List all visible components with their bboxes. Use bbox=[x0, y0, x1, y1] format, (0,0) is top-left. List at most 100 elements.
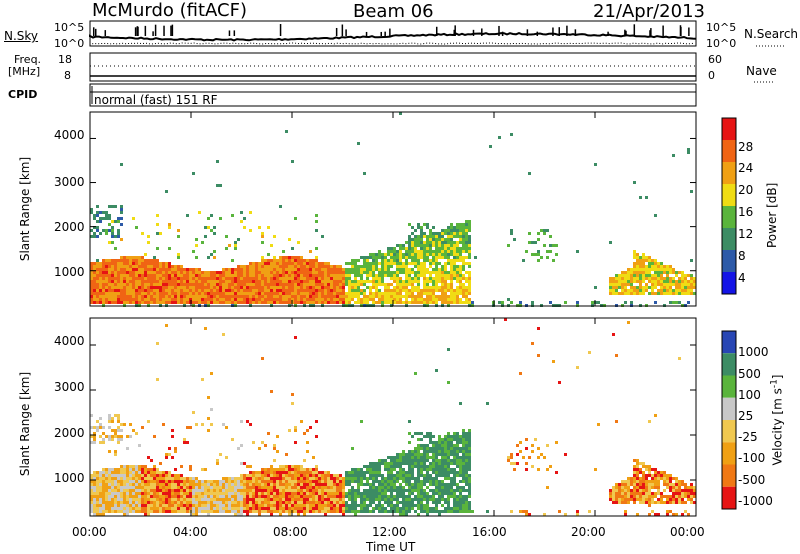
power-cell bbox=[249, 274, 252, 277]
velocity-cell bbox=[423, 456, 426, 459]
velocity-cell bbox=[633, 468, 636, 471]
power-cell bbox=[246, 286, 249, 289]
power-cell bbox=[204, 298, 207, 301]
velocity-cell bbox=[171, 483, 174, 486]
power-cell bbox=[357, 292, 360, 295]
velocity-cell bbox=[279, 489, 282, 492]
velocity-cell bbox=[93, 510, 96, 513]
power-cell bbox=[261, 256, 264, 259]
power-cell bbox=[240, 220, 243, 223]
power-cell bbox=[93, 283, 96, 286]
power-cell bbox=[330, 274, 333, 277]
velocity-cell bbox=[96, 498, 99, 501]
power-cell bbox=[225, 283, 228, 286]
velocity-cell bbox=[576, 510, 579, 513]
velocity-cell bbox=[624, 492, 627, 495]
velocity-cell bbox=[267, 495, 270, 498]
velocity-cell bbox=[426, 492, 429, 495]
power-cell bbox=[249, 292, 252, 295]
power-cell bbox=[198, 301, 201, 304]
power-cell bbox=[639, 280, 642, 283]
velocity-cell bbox=[426, 447, 429, 450]
power-cell bbox=[210, 289, 213, 292]
power-cell bbox=[288, 295, 291, 298]
velocity-cell bbox=[300, 486, 303, 489]
velocity-cell bbox=[426, 459, 429, 462]
velocity-cell bbox=[420, 456, 423, 459]
power-cell bbox=[384, 259, 387, 262]
power-cell bbox=[378, 280, 381, 283]
velocity-cell bbox=[264, 489, 267, 492]
velocity-cell bbox=[423, 507, 426, 510]
velocity-cell bbox=[420, 438, 423, 441]
power-cell bbox=[441, 229, 444, 232]
power-cell bbox=[423, 241, 426, 244]
power-cell bbox=[111, 286, 114, 289]
power-cb-8: 8 bbox=[738, 249, 746, 263]
power-cell bbox=[174, 286, 177, 289]
velocity-cell bbox=[216, 495, 219, 498]
velocity-cell bbox=[411, 453, 414, 456]
velocity-cell bbox=[423, 495, 426, 498]
power-cell bbox=[285, 256, 288, 259]
velocity-cell bbox=[339, 495, 342, 498]
power-cell bbox=[423, 292, 426, 295]
velocity-cell bbox=[180, 486, 183, 489]
velocity-cell bbox=[402, 477, 405, 480]
velocity-cell bbox=[642, 462, 645, 465]
velocity-cell bbox=[432, 489, 435, 492]
power-cell bbox=[429, 238, 432, 241]
velocity-cell bbox=[462, 429, 465, 432]
power-cell bbox=[195, 274, 198, 277]
velocity-cell bbox=[576, 513, 579, 516]
power-cell bbox=[306, 274, 309, 277]
power-cell bbox=[300, 301, 303, 304]
velocity-cell bbox=[159, 510, 162, 513]
power-cell bbox=[270, 271, 273, 274]
velocity-cell bbox=[321, 486, 324, 489]
power-cell bbox=[279, 265, 282, 268]
power-cell bbox=[612, 283, 615, 286]
power-cell bbox=[132, 292, 135, 295]
power-cell bbox=[222, 271, 225, 274]
power-cell bbox=[387, 274, 390, 277]
power-cell bbox=[441, 286, 444, 289]
power-cell bbox=[273, 292, 276, 295]
velocity-cell bbox=[249, 483, 252, 486]
power-cell bbox=[315, 286, 318, 289]
velocity-cell bbox=[624, 480, 627, 483]
velocity-cell bbox=[186, 498, 189, 501]
power-cell bbox=[315, 292, 318, 295]
velocity-cell bbox=[165, 495, 168, 498]
velocity-cell bbox=[390, 501, 393, 504]
velocity-cell bbox=[372, 471, 375, 474]
velocity-cell bbox=[396, 459, 399, 462]
power-cell bbox=[246, 265, 249, 268]
velocity-cell bbox=[147, 492, 150, 495]
power-cell bbox=[378, 289, 381, 292]
power-cell bbox=[303, 262, 306, 265]
power-cell bbox=[438, 277, 441, 280]
power-cell bbox=[342, 268, 345, 271]
power-cell bbox=[156, 301, 159, 304]
velocity-cell bbox=[621, 492, 624, 495]
velocity-cell bbox=[447, 474, 450, 477]
power-cell bbox=[234, 241, 237, 244]
velocity-cell bbox=[555, 441, 558, 444]
power-cell bbox=[321, 298, 324, 301]
velocity-cell bbox=[159, 489, 162, 492]
velocity-cell bbox=[222, 480, 225, 483]
power-cell bbox=[342, 283, 345, 286]
velocity-cell bbox=[429, 438, 432, 441]
velocity-cell bbox=[426, 507, 429, 510]
power-cell bbox=[444, 271, 447, 274]
power-cell bbox=[639, 277, 642, 280]
velocity-cell bbox=[381, 495, 384, 498]
velocity-cell bbox=[291, 507, 294, 510]
power-cell bbox=[333, 274, 336, 277]
power-cell bbox=[429, 253, 432, 256]
power-cell bbox=[291, 298, 294, 301]
velocity-cell bbox=[93, 474, 96, 477]
velocity-cell bbox=[306, 507, 309, 510]
power-cell bbox=[219, 298, 222, 301]
